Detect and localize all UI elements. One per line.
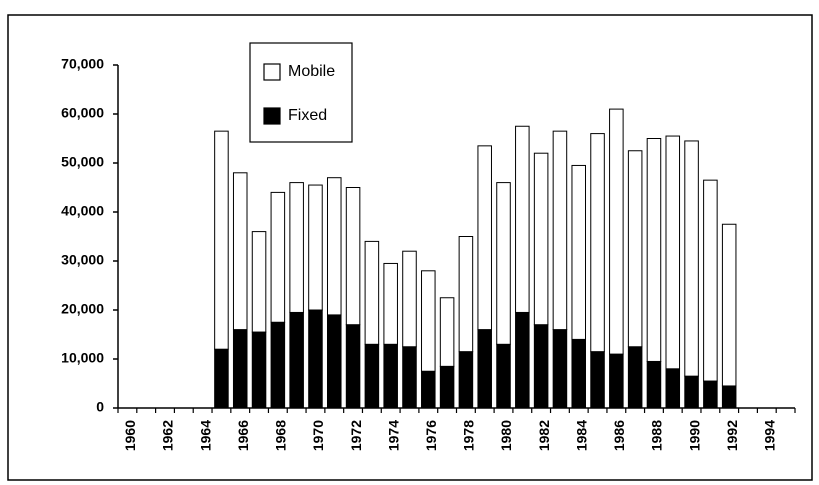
y-tick-label: 10,000 xyxy=(61,350,104,366)
bar-segment xyxy=(326,177,342,316)
x-tick-label: 1986 xyxy=(611,420,627,451)
bar-segment xyxy=(439,297,455,367)
bar-segment xyxy=(646,360,662,409)
x-tick-label: 1980 xyxy=(498,420,514,451)
x-tick-label: 1982 xyxy=(536,420,552,451)
x-tick-label: 1972 xyxy=(348,420,364,451)
bar-segment xyxy=(289,182,304,313)
bar-segment xyxy=(345,324,361,409)
x-tick-label: 1966 xyxy=(235,420,251,451)
x-tick-label: 1970 xyxy=(310,420,326,451)
bar-segment xyxy=(214,348,229,409)
x-tick-label: 1984 xyxy=(573,420,589,451)
bar-segment xyxy=(703,179,718,382)
bar-segment xyxy=(552,329,568,409)
bar-segment xyxy=(609,353,624,409)
bar-segment xyxy=(289,311,304,409)
bar-segment xyxy=(609,108,624,355)
bar-segment xyxy=(232,329,248,409)
bar-segment xyxy=(496,343,511,409)
bar-segment xyxy=(627,150,643,348)
bar-segment xyxy=(458,236,474,353)
bar-segment xyxy=(646,138,662,362)
x-tick-label: 1994 xyxy=(761,420,777,451)
legend-label: Fixed xyxy=(288,107,327,124)
bar-segment xyxy=(402,346,417,409)
bar-segment xyxy=(326,314,342,409)
bar-segment xyxy=(496,182,511,345)
bar-segment xyxy=(364,240,380,345)
y-tick-label: 30,000 xyxy=(61,252,104,268)
y-tick-label: 70,000 xyxy=(61,56,104,72)
legend-box xyxy=(249,42,353,143)
bar-segment xyxy=(383,262,398,345)
y-tick-label: 50,000 xyxy=(61,154,104,170)
legend-label: Mobile xyxy=(288,63,335,80)
bar-segment xyxy=(308,184,323,311)
bar-segment xyxy=(515,311,530,409)
bar-segment xyxy=(251,331,267,409)
bar-segment xyxy=(270,191,286,323)
bar-segment xyxy=(590,133,605,353)
bar-segment xyxy=(477,329,492,409)
y-tick-label: 20,000 xyxy=(61,301,104,317)
bar-segment xyxy=(364,343,380,409)
bar-segment xyxy=(421,270,436,372)
bar-segment xyxy=(402,250,417,348)
bar-segment xyxy=(571,164,587,340)
bar-segment xyxy=(703,380,718,409)
x-tick-label: 1990 xyxy=(686,420,702,451)
bar-segment xyxy=(627,346,643,409)
bar-segment xyxy=(665,368,681,409)
bar-segment xyxy=(721,223,737,387)
x-tick-label: 1960 xyxy=(122,420,138,451)
bar-segment xyxy=(251,231,267,333)
y-tick-label: 60,000 xyxy=(61,105,104,121)
y-tick-label: 40,000 xyxy=(61,203,104,219)
legend-swatch xyxy=(263,63,281,81)
bar-segment xyxy=(571,338,587,409)
bar-segment xyxy=(214,130,229,350)
bar-segment xyxy=(533,324,549,409)
x-tick-label: 1968 xyxy=(273,420,289,451)
bar-segment xyxy=(684,140,699,377)
x-tick-label: 1974 xyxy=(385,420,401,451)
bar-segment xyxy=(515,125,530,313)
bar-segment xyxy=(665,135,681,370)
legend-swatch xyxy=(263,107,281,125)
bar-segment xyxy=(421,370,436,409)
bar-segment xyxy=(439,365,455,409)
bar-segment xyxy=(533,152,549,326)
bar-segment xyxy=(590,351,605,409)
y-tick-label: 0 xyxy=(96,399,104,415)
bar-segment xyxy=(270,321,286,409)
bar-segment xyxy=(345,187,361,326)
x-tick-label: 1964 xyxy=(197,420,213,451)
x-tick-label: 1978 xyxy=(461,420,477,451)
x-tick-label: 1992 xyxy=(724,420,740,451)
x-tick-label: 1962 xyxy=(160,420,176,451)
x-tick-label: 1988 xyxy=(649,420,665,451)
bar-segment xyxy=(684,375,699,409)
bar-segment xyxy=(721,385,737,409)
bar-segment xyxy=(477,145,492,331)
bar-segment xyxy=(383,343,398,409)
x-tick-label: 1976 xyxy=(423,420,439,451)
bar-segment xyxy=(232,172,248,331)
bar-segment xyxy=(308,309,323,409)
bar-segment xyxy=(552,130,568,331)
bar-segment xyxy=(458,351,474,409)
